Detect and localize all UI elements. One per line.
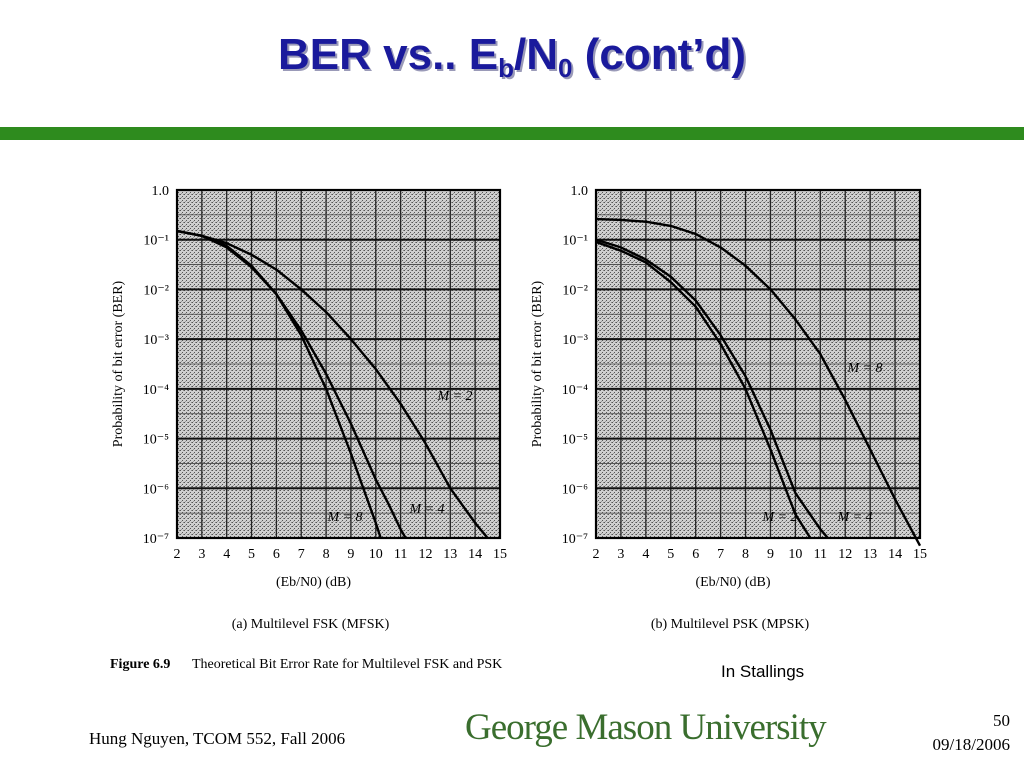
curve-label: M = 4 xyxy=(408,502,444,517)
x-tick-label: 7 xyxy=(298,547,305,562)
curve-label: M = 8 xyxy=(326,510,362,525)
curve-label: M = 2 xyxy=(761,510,797,525)
x-tick-label: 4 xyxy=(223,547,230,562)
x-tick-label: 15 xyxy=(913,547,927,562)
y-tick-label: 10⁻⁵ xyxy=(562,433,588,448)
x-tick-label: 12 xyxy=(838,547,852,562)
title-sub-0: 0 xyxy=(558,53,573,83)
chart-subtitle: (b) Multilevel PSK (MPSK) xyxy=(651,617,810,632)
y-axis-label: Probability of bit error (BER) xyxy=(111,280,126,447)
series-line xyxy=(595,238,829,539)
x-tick-label: 3 xyxy=(198,547,205,562)
series-line xyxy=(176,229,489,539)
x-tick-label: 10 xyxy=(788,547,802,562)
chart-subtitle: (a) Multilevel FSK (MFSK) xyxy=(232,617,390,632)
chart-mpsk: 2 3 4 5 6 7 8 9 10 11 12 13 14 15 1.0 10⁻¹ 10⁻² 10⁻³ 10⁻⁴ 1… xyxy=(530,184,927,632)
y-axis-label: Probability of bit error (BER) xyxy=(530,280,545,447)
title-end: (cont’d) xyxy=(572,30,746,79)
x-tick-label: 11 xyxy=(814,547,827,562)
slide-title: BER vs.. Eb/N0 (cont’d) xyxy=(0,30,1024,84)
y-tick-label: 10⁻² xyxy=(562,283,588,298)
y-tick-label: 1.0 xyxy=(571,184,589,199)
footer-date: 09/18/2006 xyxy=(932,735,1010,754)
title-slash: /N xyxy=(514,30,558,79)
title-sub-b: b xyxy=(498,53,514,83)
x-axis-label: (Eb/N0) (dB) xyxy=(695,575,770,590)
series-line xyxy=(595,217,922,547)
x-tick-label: 15 xyxy=(493,547,507,562)
plot-frame xyxy=(175,188,502,540)
y-tick-label: 10⁻⁶ xyxy=(143,482,169,497)
university-logo: George Mason University xyxy=(465,707,827,748)
x-tick-label: 2 xyxy=(174,547,181,562)
figure-caption-label: Figure 6.9 xyxy=(110,657,170,672)
figure-caption-text: Theoretical Bit Error Rate for Multileve… xyxy=(192,657,502,672)
x-tick-label: 13 xyxy=(443,547,457,562)
slide-number: 50 xyxy=(993,711,1010,730)
y-tick-label: 1.0 xyxy=(152,184,170,199)
x-tick-label: 13 xyxy=(863,547,877,562)
x-tick-label: 5 xyxy=(667,547,674,562)
y-tick-label: 10⁻¹ xyxy=(562,234,588,249)
x-tick-label: 3 xyxy=(617,547,624,562)
plot-frame xyxy=(594,188,922,540)
x-tick-label: 10 xyxy=(369,547,383,562)
y-tick-label: 10⁻¹ xyxy=(143,234,169,249)
y-tick-label: 10⁻⁵ xyxy=(143,433,169,448)
y-tick-label: 10⁻⁷ xyxy=(143,532,169,547)
x-tick-label: 8 xyxy=(742,547,749,562)
x-tick-label: 6 xyxy=(273,547,280,562)
series-line xyxy=(595,240,812,539)
x-tick-label: 11 xyxy=(394,547,407,562)
x-tick-label: 6 xyxy=(692,547,699,562)
x-tick-label: 12 xyxy=(418,547,432,562)
x-tick-label: 7 xyxy=(717,547,724,562)
x-tick-label: 5 xyxy=(248,547,255,562)
x-tick-label: 14 xyxy=(468,547,482,562)
y-tick-label: 10⁻² xyxy=(143,283,169,298)
chart-mfsk: 2 3 4 5 6 7 8 9 10 11 12 13 14 15 1.0 10⁻¹ 10⁻² 10⁻³ 10⁻⁴ 1… xyxy=(111,184,507,632)
curve-label: M = 4 xyxy=(836,510,872,525)
title-main: BER vs.. E xyxy=(278,30,499,79)
source-note: In Stallings xyxy=(721,662,805,681)
x-tick-label: 9 xyxy=(767,547,774,562)
series-line xyxy=(176,229,382,539)
figure-6-9: 2 3 4 5 6 7 8 9 10 11 12 13 14 15 1.0 10⁻¹ 10⁻² 10⁻³ 10⁻⁴ 1… xyxy=(110,184,927,672)
x-tick-label: 14 xyxy=(888,547,902,562)
curve-label: M = 2 xyxy=(436,389,472,404)
y-tick-label: 10⁻³ xyxy=(562,333,588,348)
y-tick-label: 10⁻⁴ xyxy=(562,383,588,398)
curve-label: M = 8 xyxy=(846,361,882,376)
y-tick-label: 10⁻⁶ xyxy=(562,482,588,497)
footer-author: Hung Nguyen, TCOM 552, Fall 2006 xyxy=(89,729,346,748)
y-tick-label: 10⁻⁴ xyxy=(143,383,169,398)
x-tick-label: 2 xyxy=(593,547,600,562)
accent-divider-bar xyxy=(0,127,1024,140)
x-tick-label: 4 xyxy=(642,547,649,562)
x-tick-label: 9 xyxy=(347,547,354,562)
y-tick-label: 10⁻³ xyxy=(143,333,169,348)
x-axis-label: (Eb/N0) (dB) xyxy=(276,575,351,590)
x-tick-label: 8 xyxy=(323,547,330,562)
y-tick-label: 10⁻⁷ xyxy=(562,532,588,547)
